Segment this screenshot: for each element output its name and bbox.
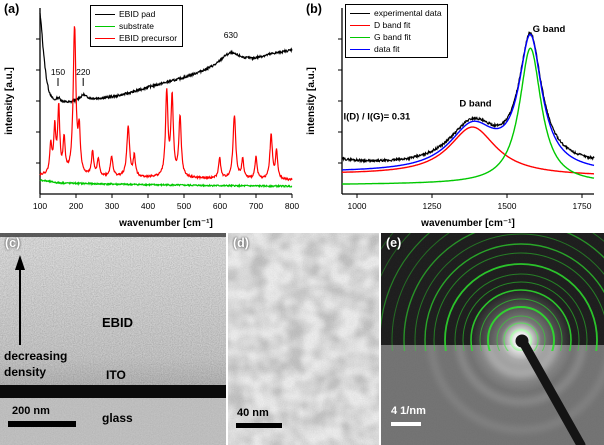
panel-b-label: (b) <box>306 2 322 16</box>
scalebar-c-label: 200 nm <box>12 405 50 417</box>
scalebar-e <box>391 422 421 426</box>
legend-item: EBID pad <box>95 8 177 20</box>
panel-c-label: (c) <box>5 236 21 250</box>
panel-d-label: (d) <box>233 236 249 250</box>
x-tick-label: 1750 <box>573 201 592 211</box>
chart-b-legend: experimental data D band fit G band fit dat… <box>345 4 448 58</box>
legend-item: EBID precursor <box>95 32 177 44</box>
legend-color-swatch <box>95 13 115 15</box>
scalebar-c <box>8 421 76 427</box>
legend-item: experimental data <box>350 7 442 19</box>
x-tick-label: 700 <box>249 201 263 211</box>
x-tick-label: 800 <box>285 201 299 211</box>
beam-stop <box>518 337 586 445</box>
pad-top-edge <box>0 233 226 237</box>
legend-color-swatch <box>350 48 370 50</box>
series-line-g-band-fit <box>342 47 595 185</box>
x-tick-label: 100 <box>33 201 47 211</box>
annotation: 630 <box>224 30 238 40</box>
panel-a-label: (a) <box>4 2 20 16</box>
tem-highmag-image <box>228 233 379 445</box>
raman-spectra-chart: 100 200 300 400 500 600 700 800 wavenumber [cm⁻¹… <box>4 8 299 229</box>
annotation: D band <box>459 99 491 110</box>
series-line-d-band-fit <box>342 126 594 175</box>
scalebar-e-label: 4 1/nm <box>391 405 426 417</box>
ebid-region-label: EBID <box>102 315 134 330</box>
legend-label: experimental data <box>374 8 442 18</box>
legend-label: D band fit <box>374 20 411 30</box>
annotation: 150 <box>51 67 65 77</box>
y-axis-label: intensity [a.u.] <box>306 67 317 135</box>
legend-label: G band fit <box>374 32 411 42</box>
legend-color-swatch <box>350 24 370 26</box>
series-line-ebid-pad <box>39 13 293 104</box>
annotation: G band <box>533 24 566 35</box>
arrow-head <box>15 255 25 270</box>
x-tick-label: 300 <box>105 201 119 211</box>
legend-item: substrate <box>95 20 177 32</box>
x-axis-label: wavenumber [cm⁻¹] <box>420 218 515 229</box>
scalebar-d-label: 40 nm <box>237 407 269 419</box>
annotation: 220 <box>76 67 90 77</box>
x-tick-label: 500 <box>177 201 191 211</box>
legend-color-swatch <box>350 12 370 14</box>
x-tick-label: 1250 <box>423 201 442 211</box>
density-annotation-line2: density <box>4 365 47 379</box>
panel-e-label: (e) <box>386 236 402 250</box>
series-line-substrate <box>39 179 293 189</box>
chart-a-legend: EBID pad substrate EBID precursor <box>90 5 184 47</box>
scalebar-d <box>236 423 282 428</box>
ito-layer-band <box>0 385 226 398</box>
x-tick-label: 1500 <box>498 201 517 211</box>
ito-layer-label: ITO <box>106 368 126 382</box>
legend-item: data fit <box>350 43 442 55</box>
annotation: I(D) / I(G)= 0.31 <box>344 112 411 123</box>
x-tick-label: 400 <box>141 201 155 211</box>
legend-item: D band fit <box>350 19 442 31</box>
legend-label: substrate <box>119 21 154 31</box>
x-axis-label: wavenumber [cm⁻¹] <box>118 218 213 229</box>
diffraction-pattern-image <box>381 233 604 445</box>
legend-color-swatch <box>350 36 370 38</box>
raman-band-fit-chart: 1000 1250 1500 1750 wavenumber [cm⁻¹] intensi… <box>306 8 595 229</box>
glass-substrate-label: glass <box>102 411 133 425</box>
legend-color-swatch <box>95 25 115 27</box>
legend-label: EBID precursor <box>119 33 178 43</box>
series-line-data-fit <box>342 33 595 171</box>
series-line-ebid-precursor <box>39 26 293 182</box>
x-tick-label: 200 <box>69 201 83 211</box>
legend-label: EBID pad <box>119 9 156 19</box>
tem-cross-section-image <box>0 233 226 445</box>
density-annotation-line1: decreasing <box>4 349 68 363</box>
legend-label: data fit <box>374 44 400 54</box>
x-tick-label: 1000 <box>348 201 367 211</box>
legend-item: G band fit <box>350 31 442 43</box>
series-line-experimental-data <box>341 31 595 164</box>
legend-color-swatch <box>95 37 115 39</box>
y-axis-label: intensity [a.u.] <box>4 67 15 135</box>
x-tick-label: 600 <box>213 201 227 211</box>
